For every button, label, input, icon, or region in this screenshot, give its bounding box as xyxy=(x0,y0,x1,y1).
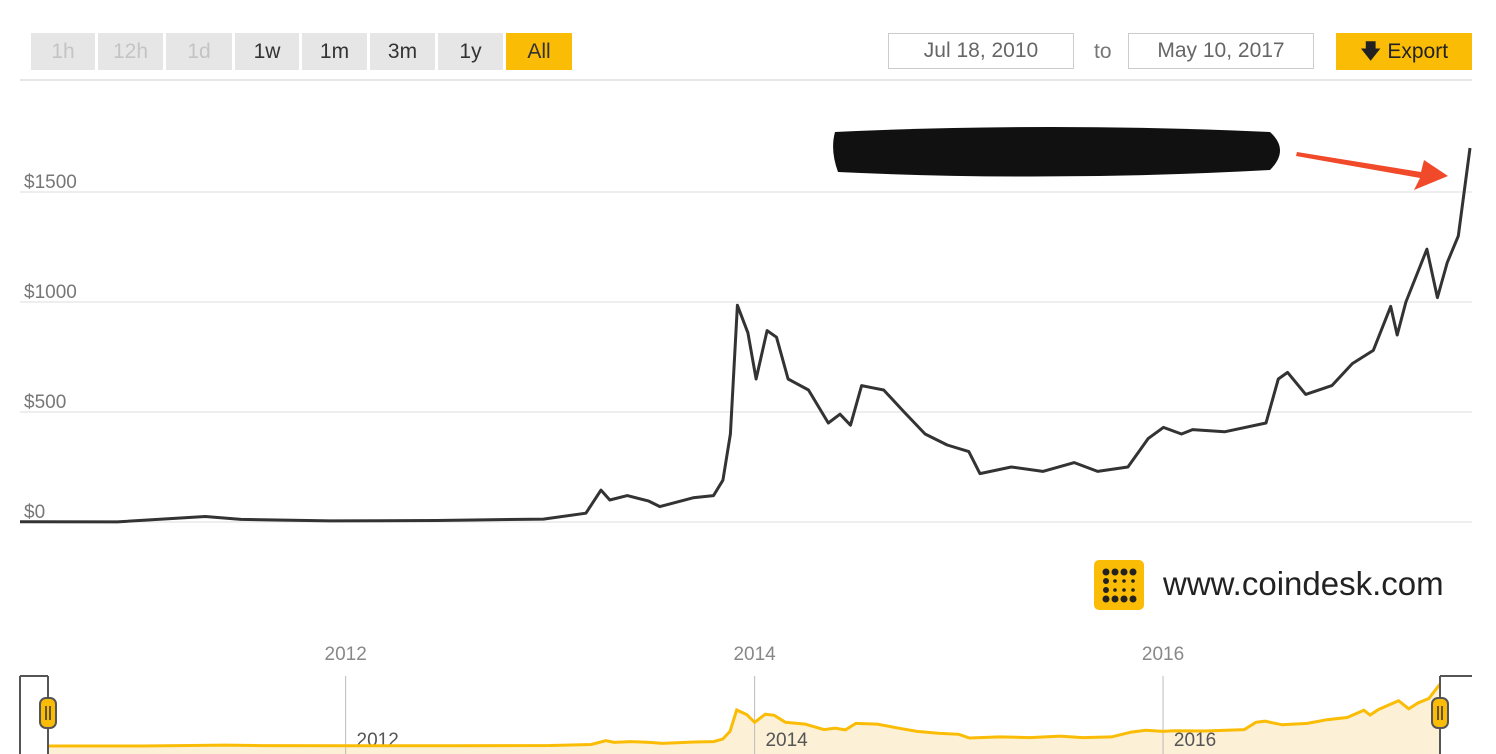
x-tick-label: 2016 xyxy=(1142,644,1184,665)
brand-url: www.coindesk.com xyxy=(1163,565,1444,602)
range-3m[interactable]: 3m xyxy=(370,33,435,70)
export-label: Export xyxy=(1387,40,1449,63)
price-line xyxy=(19,147,1472,524)
x-tick-label: 2012 xyxy=(325,644,367,665)
y-tick-label: $1000 xyxy=(24,282,77,303)
coindesk-logo-icon xyxy=(1094,560,1144,610)
date-to-input[interactable]: May 10, 2017 xyxy=(1128,33,1314,69)
range-1m[interactable]: 1m xyxy=(302,33,367,70)
range-1d[interactable]: 1d xyxy=(166,33,232,70)
red-arrow-annotation xyxy=(1296,152,1448,190)
navigator-right-handle[interactable] xyxy=(1431,697,1449,729)
arrow-down-icon: 🡇 xyxy=(1359,40,1382,63)
navigator-x-label: 2014 xyxy=(765,730,808,751)
range-1h[interactable]: 1h xyxy=(31,33,95,70)
y-tick-label: $500 xyxy=(24,392,66,413)
export-button[interactable]: 🡇 Export xyxy=(1336,33,1472,70)
range-1w[interactable]: 1w xyxy=(235,33,299,70)
navigator-left-handle[interactable] xyxy=(39,697,57,729)
range-12h[interactable]: 12h xyxy=(98,33,163,70)
date-from-input[interactable]: Jul 18, 2010 xyxy=(888,33,1074,69)
redaction-mark xyxy=(833,127,1280,177)
navigator-area xyxy=(48,684,1440,754)
x-tick-label: 2014 xyxy=(733,644,776,665)
y-tick-label: $1500 xyxy=(24,172,77,193)
range-1y[interactable]: 1y xyxy=(438,33,503,70)
navigator-line xyxy=(48,683,1442,748)
to-label: to xyxy=(1094,40,1112,63)
range-All[interactable]: All xyxy=(506,33,572,70)
navigator-x-label: 2016 xyxy=(1174,730,1216,751)
y-tick-label: $0 xyxy=(24,502,45,523)
navigator-x-label: 2012 xyxy=(357,730,399,751)
